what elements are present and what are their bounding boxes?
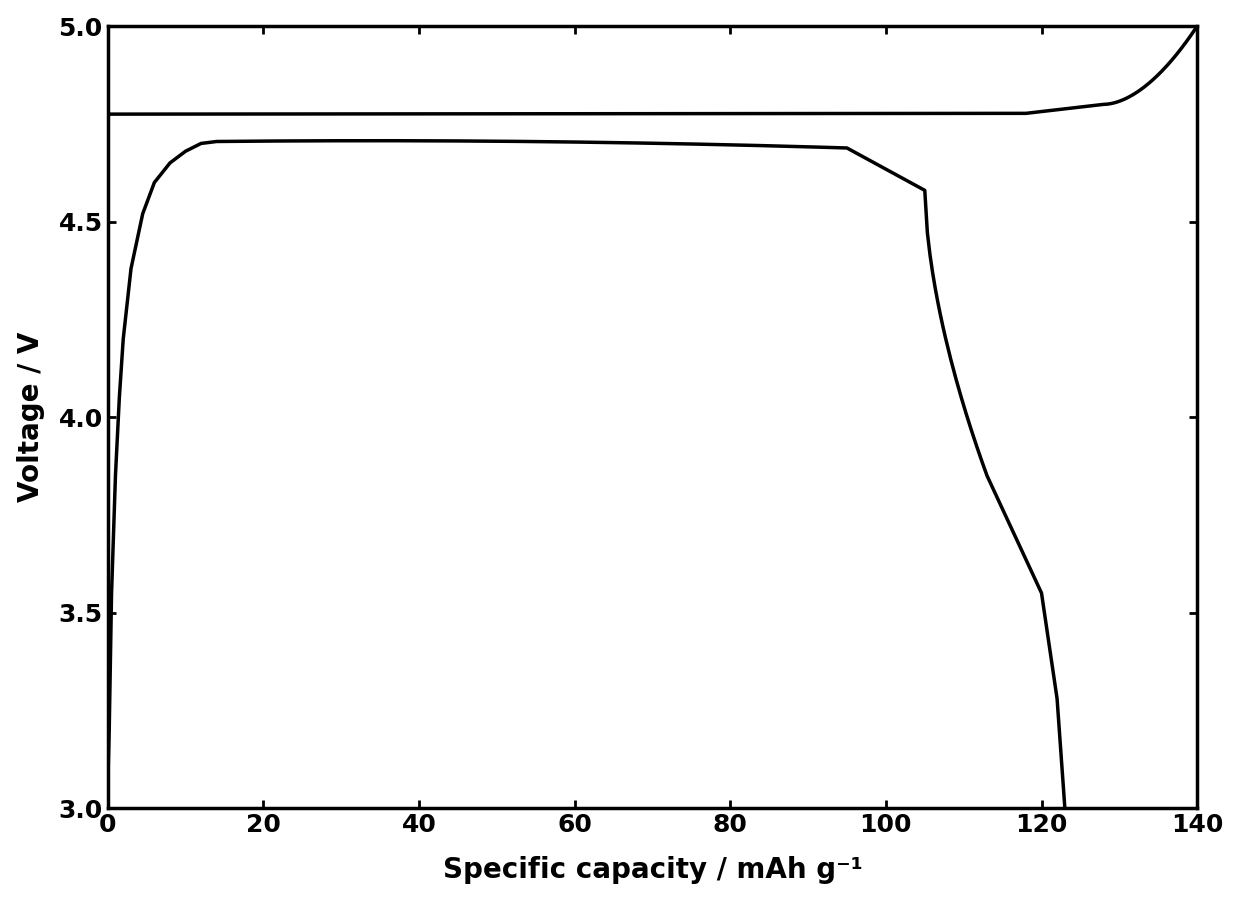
Y-axis label: Voltage / V: Voltage / V <box>16 332 45 502</box>
X-axis label: Specific capacity / mAh g⁻¹: Specific capacity / mAh g⁻¹ <box>443 856 862 885</box>
